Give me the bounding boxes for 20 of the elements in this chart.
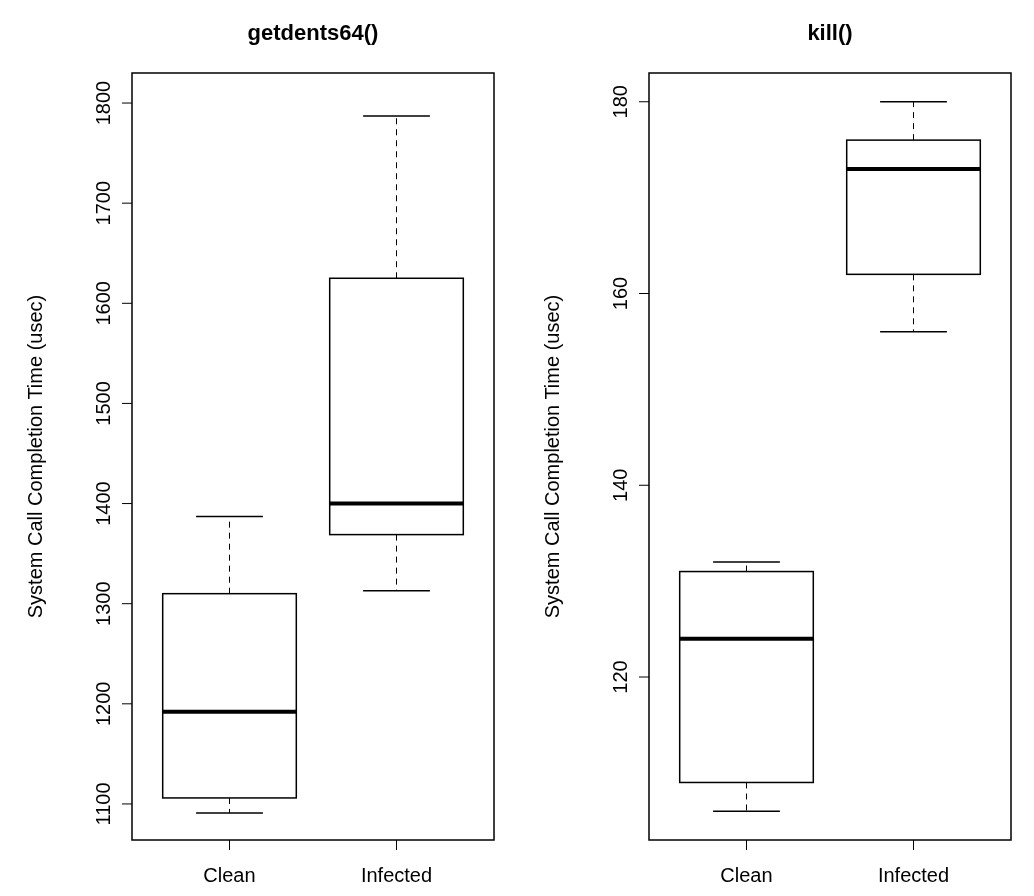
y-tick-label: 1400 (92, 481, 114, 526)
y-tick-label: 160 (609, 276, 631, 311)
x-tick-label: Infected (877, 864, 950, 886)
y-axis-title: System Call Completion Time (usec) (541, 294, 563, 619)
chart-title: getdents64() (247, 20, 379, 45)
x-tick-label: Clean (203, 864, 256, 886)
x-tick-label: Infected (360, 864, 433, 886)
chart-title: kill() (807, 20, 853, 45)
y-axis-title: System Call Completion Time (usec) (24, 294, 46, 619)
y-tick-label: 1500 (92, 381, 114, 426)
x-tick-label: Clean (720, 864, 773, 886)
y-tick-label: 180 (609, 85, 631, 119)
y-tick-label: 1700 (92, 180, 114, 226)
y-tick-label: 140 (609, 468, 631, 502)
y-tick-label: 1100 (92, 782, 114, 826)
y-tick-label: 1800 (92, 80, 114, 126)
y-tick-label: 120 (609, 660, 631, 694)
y-tick-label: 1200 (92, 681, 114, 727)
y-tick-label: 1600 (92, 281, 114, 326)
y-tick-label: 1300 (92, 581, 114, 626)
